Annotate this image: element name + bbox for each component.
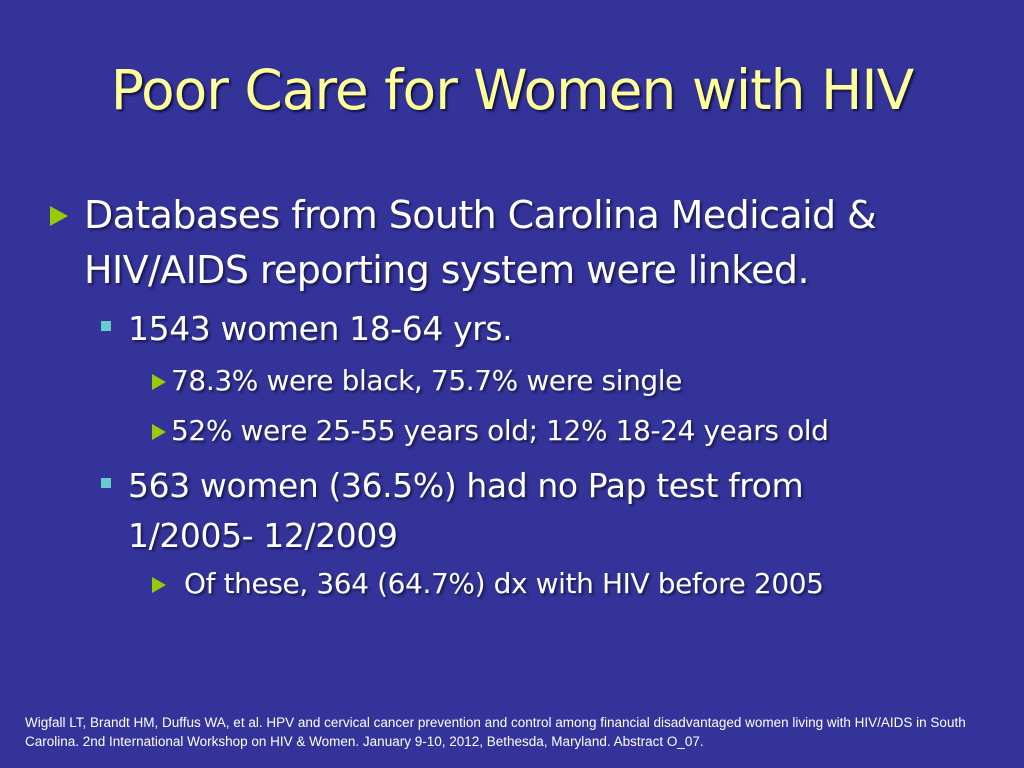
triangle-arrow-icon xyxy=(50,206,68,226)
triangle-arrow-icon xyxy=(152,577,166,593)
bullet-3-line-2: 1/2005- 12/2009 xyxy=(128,516,398,555)
triangle-arrow-icon xyxy=(152,374,166,390)
bullet-3-sub-1: Of these, 364 (64.7%) dx with HIV before… xyxy=(184,567,824,600)
bullet-1-line-1: Databases from South Carolina Medicaid & xyxy=(84,193,877,237)
citation-footnote: Wigfall LT, Brandt HM, Duffus WA, et al.… xyxy=(25,715,966,749)
square-bullet-icon xyxy=(101,478,111,488)
bullet-3-line-1: 563 women (36.5%) had no Pap test from xyxy=(128,466,804,505)
bullet-2: 1543 women 18-64 yrs. xyxy=(128,309,513,348)
square-bullet-icon xyxy=(101,321,111,331)
bullet-2-sub-2: 52% were 25-55 years old; 12% 18-24 year… xyxy=(171,414,829,447)
triangle-arrow-icon xyxy=(152,424,166,440)
slide-title: Poor Care for Women with HIV xyxy=(110,58,914,122)
bullet-1-line-2: HIV/AIDS reporting system were linked. xyxy=(84,248,810,292)
bullet-2-sub-1: 78.3% were black, 75.7% were single xyxy=(171,364,683,397)
